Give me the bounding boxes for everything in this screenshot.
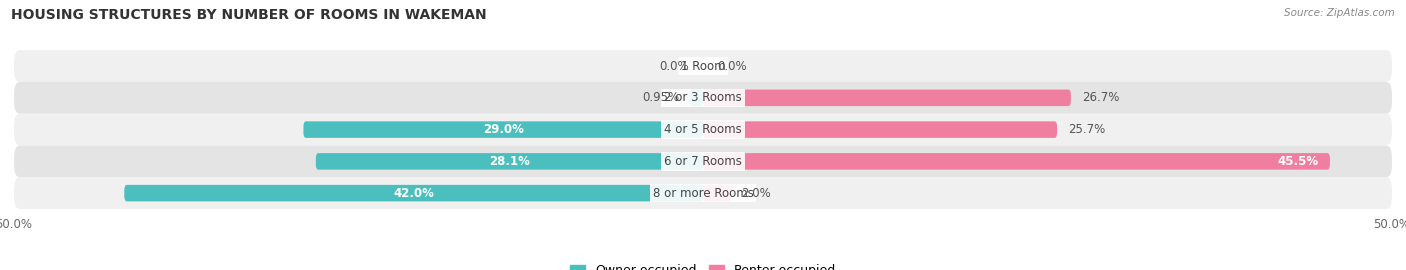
FancyBboxPatch shape xyxy=(690,90,703,106)
Legend: Owner-occupied, Renter-occupied: Owner-occupied, Renter-occupied xyxy=(565,259,841,270)
FancyBboxPatch shape xyxy=(14,146,1392,177)
Text: 6 or 7 Rooms: 6 or 7 Rooms xyxy=(664,155,742,168)
Text: 28.1%: 28.1% xyxy=(489,155,530,168)
Text: 2 or 3 Rooms: 2 or 3 Rooms xyxy=(664,91,742,104)
Text: 0.95%: 0.95% xyxy=(641,91,679,104)
FancyBboxPatch shape xyxy=(316,153,703,170)
Text: 25.7%: 25.7% xyxy=(1069,123,1105,136)
FancyBboxPatch shape xyxy=(703,153,1330,170)
Text: 0.0%: 0.0% xyxy=(717,60,747,73)
Text: 45.5%: 45.5% xyxy=(1278,155,1319,168)
FancyBboxPatch shape xyxy=(14,82,1392,114)
Text: 26.7%: 26.7% xyxy=(1083,91,1119,104)
Text: 8 or more Rooms: 8 or more Rooms xyxy=(652,187,754,200)
FancyBboxPatch shape xyxy=(14,114,1392,146)
FancyBboxPatch shape xyxy=(14,177,1392,209)
FancyBboxPatch shape xyxy=(14,50,1392,82)
FancyBboxPatch shape xyxy=(703,90,1071,106)
FancyBboxPatch shape xyxy=(703,185,731,201)
FancyBboxPatch shape xyxy=(124,185,703,201)
Text: Source: ZipAtlas.com: Source: ZipAtlas.com xyxy=(1284,8,1395,18)
Text: 42.0%: 42.0% xyxy=(394,187,434,200)
Text: 2.0%: 2.0% xyxy=(741,187,772,200)
FancyBboxPatch shape xyxy=(304,121,703,138)
Text: 0.0%: 0.0% xyxy=(659,60,689,73)
FancyBboxPatch shape xyxy=(703,121,1057,138)
Text: HOUSING STRUCTURES BY NUMBER OF ROOMS IN WAKEMAN: HOUSING STRUCTURES BY NUMBER OF ROOMS IN… xyxy=(11,8,486,22)
Text: 1 Room: 1 Room xyxy=(681,60,725,73)
Text: 29.0%: 29.0% xyxy=(482,123,523,136)
Text: 4 or 5 Rooms: 4 or 5 Rooms xyxy=(664,123,742,136)
